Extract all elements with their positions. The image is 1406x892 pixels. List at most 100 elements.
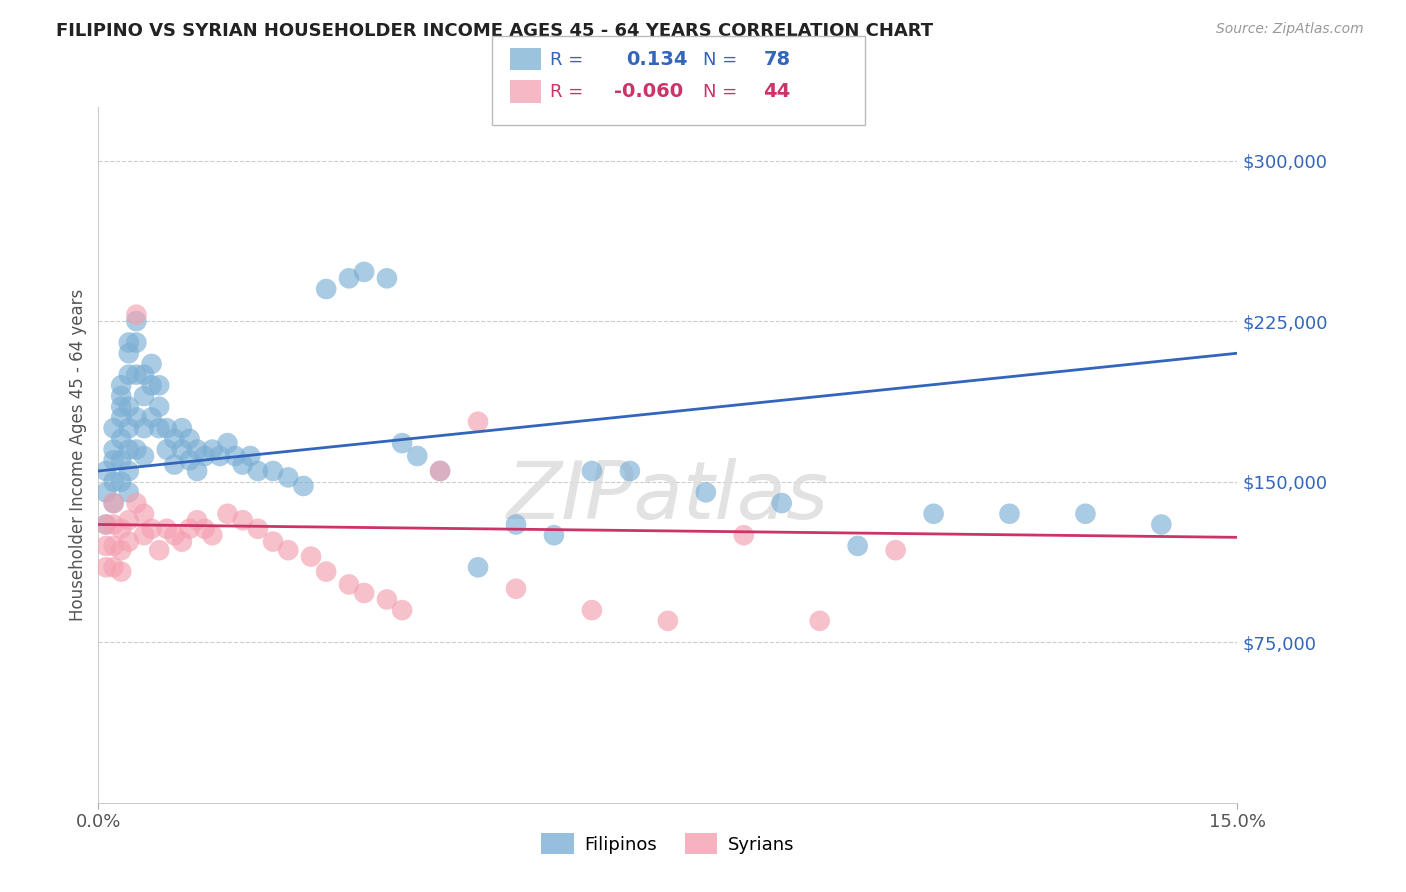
Point — [808, 614, 831, 628]
Point — [262, 464, 284, 478]
Point — [224, 449, 246, 463]
Point — [353, 265, 375, 279]
Point — [208, 449, 231, 463]
Text: 78: 78 — [763, 50, 790, 70]
Point — [118, 346, 141, 360]
Point — [110, 410, 132, 425]
Point — [246, 464, 269, 478]
Point — [543, 528, 565, 542]
Point — [94, 485, 117, 500]
Point — [118, 442, 141, 457]
Point — [110, 400, 132, 414]
Point — [1150, 517, 1173, 532]
Point — [103, 442, 125, 457]
Point — [246, 522, 269, 536]
Point — [217, 507, 239, 521]
Point — [375, 592, 398, 607]
Text: 44: 44 — [763, 82, 790, 102]
Point — [315, 282, 337, 296]
Point — [110, 522, 132, 536]
Point — [125, 308, 148, 322]
Point — [846, 539, 869, 553]
Legend: Filipinos, Syrians: Filipinos, Syrians — [533, 824, 803, 863]
Point — [170, 442, 193, 457]
Point — [375, 271, 398, 285]
Point — [132, 421, 155, 435]
Point — [110, 378, 132, 392]
Point — [125, 496, 148, 510]
Point — [170, 534, 193, 549]
Point — [657, 614, 679, 628]
Point — [581, 603, 603, 617]
Point — [125, 368, 148, 382]
Point — [125, 410, 148, 425]
Point — [94, 517, 117, 532]
Point — [695, 485, 717, 500]
Point — [201, 528, 224, 542]
Point — [141, 378, 163, 392]
Point — [141, 410, 163, 425]
Point — [110, 432, 132, 446]
Point — [103, 475, 125, 489]
Point — [110, 475, 132, 489]
Point — [103, 496, 125, 510]
Point — [201, 442, 224, 457]
Point — [156, 442, 179, 457]
Point — [170, 421, 193, 435]
Point — [391, 603, 413, 617]
Point — [194, 522, 217, 536]
Point — [125, 335, 148, 350]
Text: R =: R = — [550, 51, 583, 69]
Point — [103, 560, 125, 574]
Point — [467, 415, 489, 429]
Point — [156, 522, 179, 536]
Point — [194, 449, 217, 463]
Point — [118, 485, 141, 500]
Text: -0.060: -0.060 — [614, 82, 683, 102]
Point — [148, 378, 170, 392]
Text: 0.134: 0.134 — [626, 50, 688, 70]
Point — [103, 453, 125, 467]
Point — [125, 314, 148, 328]
Point — [118, 464, 141, 478]
Point — [262, 534, 284, 549]
Point — [429, 464, 451, 478]
Point — [619, 464, 641, 478]
Point — [353, 586, 375, 600]
Text: N =: N = — [703, 51, 737, 69]
Point — [94, 539, 117, 553]
Point — [103, 517, 125, 532]
Point — [110, 565, 132, 579]
Point — [467, 560, 489, 574]
Point — [299, 549, 322, 564]
Point — [103, 496, 125, 510]
Text: R =: R = — [550, 83, 583, 101]
Point — [94, 560, 117, 574]
Point — [132, 507, 155, 521]
Point — [239, 449, 262, 463]
Point — [118, 335, 141, 350]
Point — [998, 507, 1021, 521]
Point — [125, 442, 148, 457]
Text: N =: N = — [703, 83, 737, 101]
Point — [232, 513, 254, 527]
Point — [186, 513, 208, 527]
Point — [922, 507, 945, 521]
Point — [186, 464, 208, 478]
Point — [110, 543, 132, 558]
Y-axis label: Householder Income Ages 45 - 64 years: Householder Income Ages 45 - 64 years — [69, 289, 87, 621]
Point — [337, 271, 360, 285]
Point — [163, 432, 186, 446]
Point — [770, 496, 793, 510]
Text: Source: ZipAtlas.com: Source: ZipAtlas.com — [1216, 22, 1364, 37]
Point — [505, 517, 527, 532]
Point — [156, 421, 179, 435]
Point — [232, 458, 254, 472]
Point — [429, 464, 451, 478]
Point — [337, 577, 360, 591]
Point — [94, 517, 117, 532]
Point — [179, 453, 201, 467]
Point — [132, 368, 155, 382]
Point — [733, 528, 755, 542]
Point — [148, 421, 170, 435]
